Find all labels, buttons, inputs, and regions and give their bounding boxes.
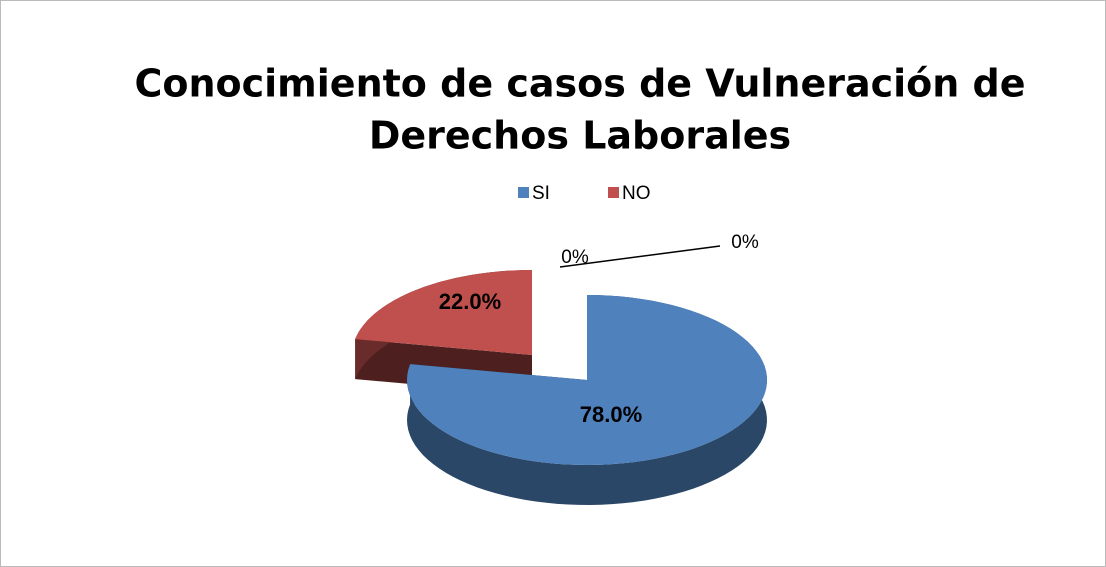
pie-slice <box>407 295 767 465</box>
data-label: 22.0% <box>439 289 501 314</box>
pie-slice <box>355 270 532 355</box>
leader-line <box>559 245 721 268</box>
legend-label: SI <box>532 183 550 204</box>
data-label: 0% <box>561 247 589 268</box>
data-label: 78.0% <box>580 402 642 427</box>
legend-swatch <box>518 187 529 198</box>
chart-title: Derechos Laborales <box>369 114 791 158</box>
legend-swatch <box>608 187 619 198</box>
data-label: 0% <box>731 232 759 253</box>
legend-label: NO <box>622 183 651 204</box>
chart-title: Conocimiento de casos de Vulneración de <box>134 62 1025 106</box>
